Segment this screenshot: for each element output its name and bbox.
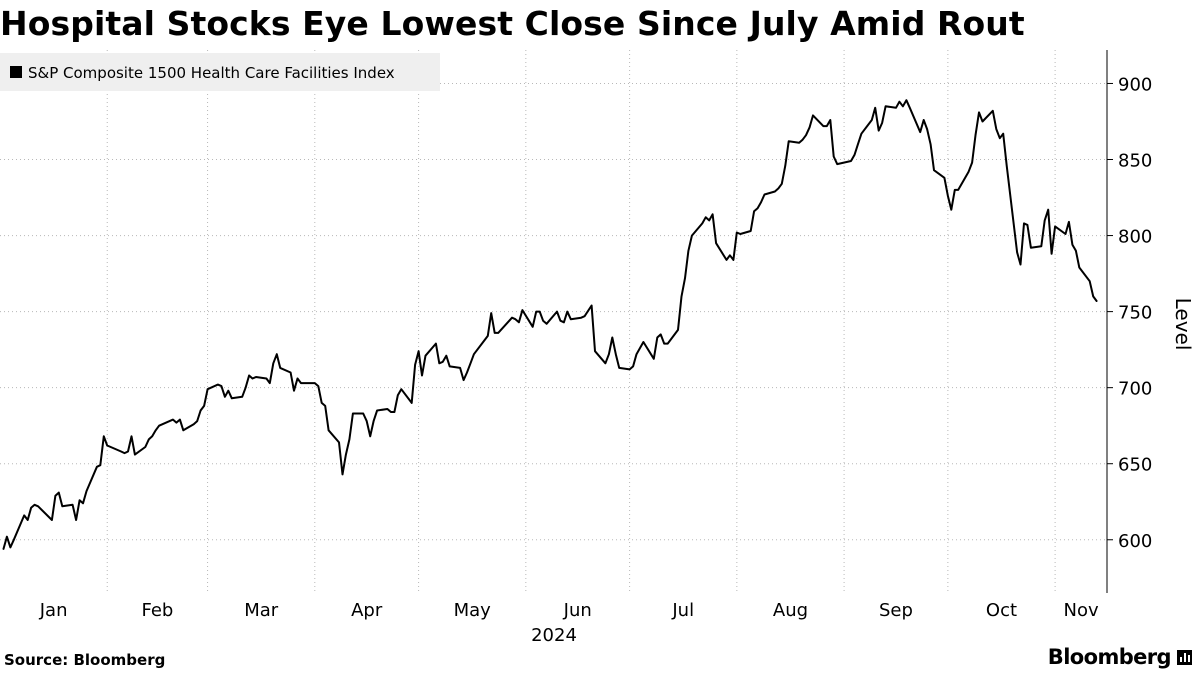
legend-background (0, 53, 440, 91)
x-tick-label: Aug (773, 600, 808, 621)
brand-logo: Bloomberg (1048, 645, 1192, 669)
y-tick-label: 600 (1118, 531, 1152, 552)
series-line (2, 99, 1098, 550)
y-tick-label: 800 (1118, 227, 1152, 248)
y-tick-label: 750 (1118, 303, 1152, 324)
x-tick-label: Jun (563, 600, 592, 621)
legend: S&P Composite 1500 Health Care Facilitie… (0, 53, 440, 91)
x-tick-label: Mar (244, 600, 279, 621)
y-tick-label: 900 (1118, 74, 1152, 95)
x-tick-label: Jul (671, 600, 694, 621)
x-tick-label: Oct (986, 600, 1017, 621)
y-axis-title: Level (1171, 298, 1195, 351)
x-axis-labels: Jan Feb Mar Apr May Jun Jul Aug Sep Oct Nov (39, 600, 1099, 621)
x-tick-label: Apr (351, 600, 383, 621)
x-axis-year-label: 2024 (531, 625, 577, 646)
grid-layer (0, 50, 1107, 593)
y-tick-label: 700 (1118, 379, 1152, 400)
x-tick-label: Feb (141, 600, 173, 621)
x-tick-label: Nov (1063, 600, 1098, 621)
brand-name: Bloomberg (1047, 645, 1172, 669)
y-tick-label: 650 (1118, 455, 1152, 476)
y-axis-ticks: 600 650 700 750 800 850 900 (1107, 74, 1152, 552)
chart-title: Hospital Stocks Eye Lowest Close Since J… (0, 4, 1025, 43)
x-tick-label: Jan (39, 600, 68, 621)
y-tick-label: 850 (1118, 151, 1152, 172)
x-tick-label: May (454, 600, 492, 621)
x-tick-label: Sep (879, 600, 913, 621)
source-note: Source: Bloomberg (4, 651, 166, 669)
legend-swatch-square-icon (10, 66, 22, 78)
bar-chart-icon (1177, 649, 1192, 665)
legend-entry: S&P Composite 1500 Health Care Facilitie… (28, 64, 395, 82)
